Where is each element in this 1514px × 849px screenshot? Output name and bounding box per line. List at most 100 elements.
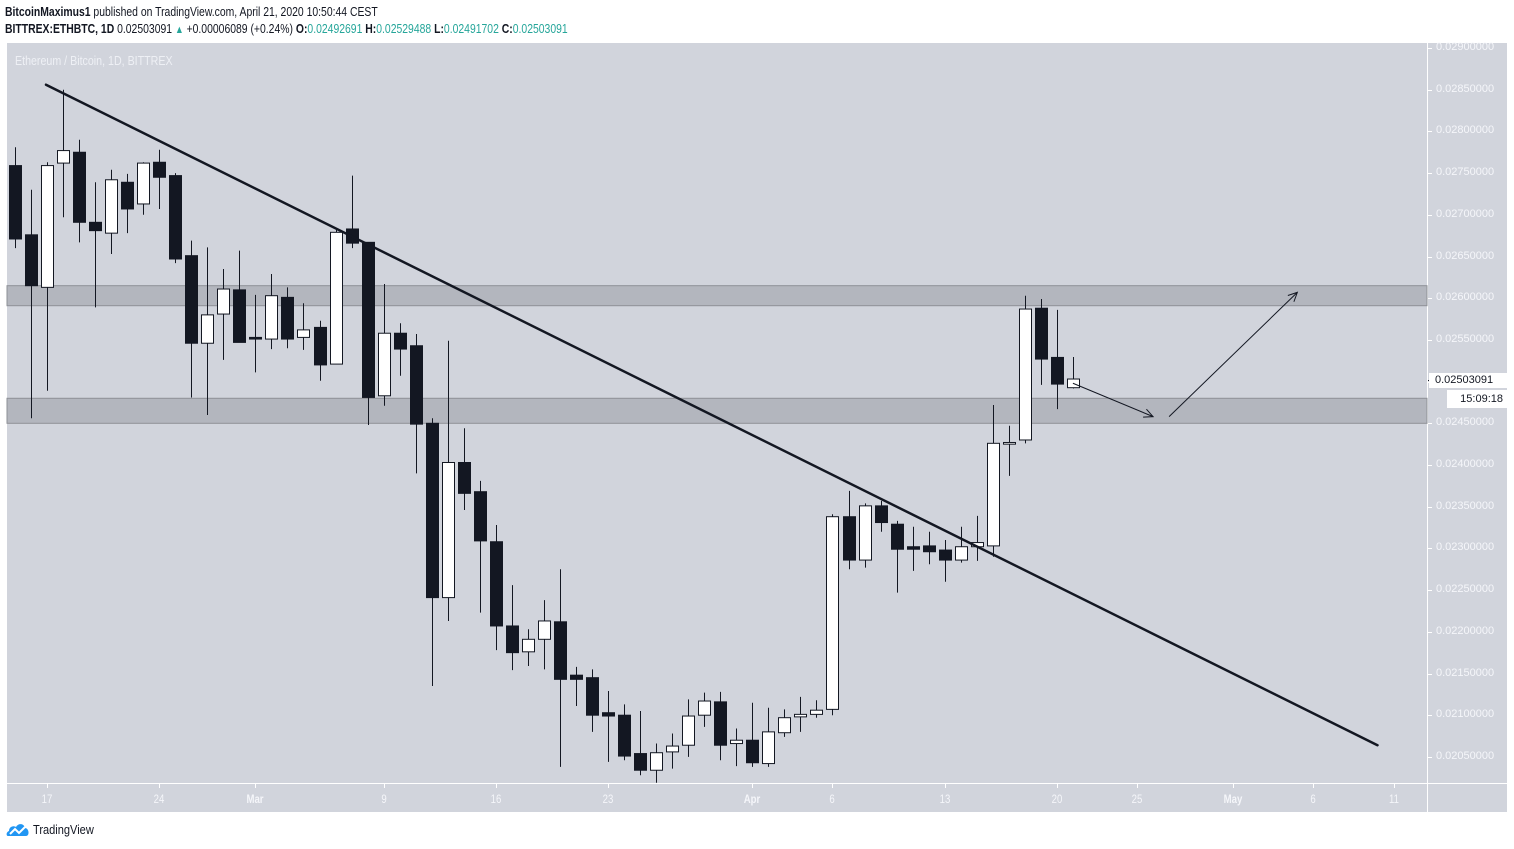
- candle: [394, 323, 407, 376]
- candle: [843, 490, 856, 570]
- candle: [442, 340, 455, 621]
- support-zone[interactable]: [6, 397, 1428, 424]
- candle-body: [634, 753, 647, 771]
- candle-body: [281, 296, 294, 340]
- price-axis-label: 0.02350000: [1436, 500, 1495, 512]
- candle-body: [843, 516, 856, 561]
- candle: [554, 569, 567, 767]
- candle: [201, 247, 214, 415]
- candle: [650, 743, 663, 783]
- candle: [265, 274, 278, 350]
- projection-arrow-up[interactable]: [1168, 291, 1299, 417]
- logo-text: TradingView: [33, 821, 94, 837]
- price-axis-label: 0.02100000: [1436, 708, 1495, 720]
- candle-body: [875, 505, 888, 524]
- candle-body: [955, 546, 968, 561]
- publish-text: published on TradingView.com, April 21, …: [90, 4, 378, 19]
- price-tick: [1428, 715, 1432, 716]
- time-tick: [1233, 784, 1234, 788]
- candle: [939, 540, 952, 582]
- time-axis[interactable]: [7, 784, 1507, 812]
- time-tick: [1057, 784, 1058, 788]
- high-label: H:: [365, 21, 377, 36]
- candle: [859, 503, 872, 568]
- time-axis-label: 6: [829, 792, 835, 806]
- candle-body: [73, 151, 86, 223]
- time-tick: [752, 784, 753, 788]
- candle: [891, 520, 904, 593]
- candle: [314, 320, 327, 381]
- symbol-label: BITTREX:ETHBTC, 1D: [5, 21, 115, 36]
- projection-arrow-down[interactable]: [1072, 382, 1155, 418]
- low-label: L:: [434, 21, 444, 36]
- candle: [698, 692, 711, 727]
- candle: [1051, 309, 1064, 410]
- arrowhead-icon: [1143, 408, 1155, 418]
- price-axis-label: 0.02800000: [1436, 124, 1495, 136]
- candle-body: [1019, 308, 1032, 441]
- candle-body: [618, 714, 631, 757]
- price-axis-label: 0.02450000: [1436, 416, 1495, 428]
- candle-body: [121, 181, 134, 210]
- candle-body: [217, 288, 230, 315]
- time-tick: [1313, 784, 1314, 788]
- candle-body: [201, 314, 214, 344]
- candle: [330, 229, 343, 365]
- candle-body: [1035, 307, 1048, 360]
- candle-body: [1051, 356, 1064, 385]
- candle-body: [442, 461, 455, 599]
- candle-body: [1003, 441, 1016, 445]
- candle: [730, 728, 743, 767]
- candle: [362, 241, 375, 425]
- candle-body: [458, 461, 471, 494]
- candle: [506, 585, 519, 671]
- candle: [778, 709, 791, 737]
- arrowhead-icon: [1287, 291, 1299, 302]
- tradingview-logo[interactable]: TradingView: [6, 821, 105, 837]
- candle-body: [25, 234, 38, 287]
- candle-body: [538, 620, 551, 640]
- time-tick: [384, 784, 385, 788]
- candle-body: [586, 677, 599, 716]
- candle: [105, 169, 118, 254]
- close-label: C:: [501, 21, 513, 36]
- time-axis-label: 11: [1389, 792, 1399, 806]
- descending-trendline[interactable]: [44, 83, 1379, 747]
- triangle-up-icon: ▲: [174, 24, 184, 36]
- candle: [137, 162, 150, 215]
- price-tick: [1428, 173, 1432, 174]
- price-axis-label: 0.02400000: [1436, 458, 1495, 470]
- price-tick: [1428, 48, 1432, 49]
- candle: [602, 691, 615, 762]
- candle: [1035, 299, 1048, 385]
- candle-body: [89, 221, 102, 232]
- candle-body: [362, 241, 375, 398]
- candle: [971, 515, 984, 561]
- candle: [169, 173, 182, 264]
- candle: [410, 334, 423, 474]
- time-tick: [945, 784, 946, 788]
- candle: [426, 418, 439, 687]
- price-tick: [1428, 298, 1432, 299]
- price-tick: [1428, 674, 1432, 675]
- price-tick: [1428, 548, 1432, 549]
- candle: [570, 666, 583, 707]
- price-axis-label: 0.02900000: [1436, 41, 1495, 53]
- high-value: 0.02529488: [376, 21, 432, 36]
- candle-body: [410, 345, 423, 425]
- candle: [9, 147, 22, 249]
- candle: [378, 284, 391, 406]
- price-axis[interactable]: [1428, 43, 1507, 783]
- publish-info: BitcoinMaximus1 published on TradingView…: [5, 4, 378, 19]
- candle-body: [778, 717, 791, 734]
- candle: [57, 89, 70, 218]
- last-price-value: 0.02503091: [117, 21, 173, 36]
- time-axis-label: 17: [41, 792, 53, 806]
- price-tick: [1428, 90, 1432, 91]
- candle: [185, 240, 198, 398]
- candle: [41, 162, 54, 391]
- low-value: 0.02491702: [443, 21, 499, 36]
- candle-body: [233, 289, 246, 343]
- candle-body: [762, 731, 775, 765]
- author-name[interactable]: BitcoinMaximus1: [5, 4, 91, 19]
